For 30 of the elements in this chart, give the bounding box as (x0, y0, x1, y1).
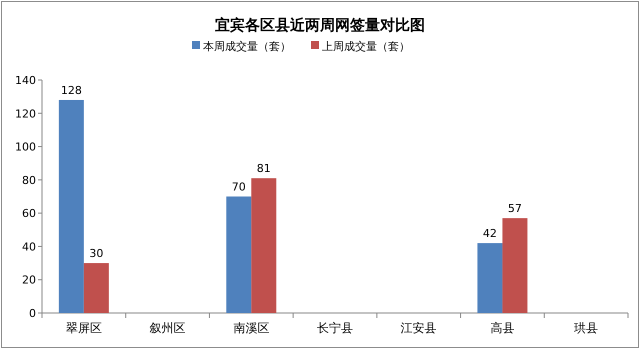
legend-label: 上周成交量（套） (322, 40, 410, 53)
data-label: 81 (256, 162, 271, 176)
data-label: 30 (89, 247, 104, 260)
bar (502, 218, 528, 313)
data-label: 70 (232, 180, 246, 194)
y-tick-label: 20 (22, 274, 36, 287)
x-tick-label: 翠屏区 (66, 321, 102, 335)
y-tick-label: 80 (22, 174, 36, 187)
bar (251, 178, 276, 313)
bar (58, 100, 84, 313)
y-tick-label: 100 (15, 140, 36, 154)
y-tick-label: 140 (15, 74, 36, 87)
y-tick-label: 0 (29, 307, 36, 320)
x-tick-label: 叙州区 (150, 321, 186, 335)
y-tick-label: 60 (22, 207, 36, 220)
data-label: 128 (60, 84, 82, 97)
bar (477, 243, 502, 313)
data-label: 42 (482, 227, 497, 240)
y-tick-label: 40 (22, 240, 36, 254)
legend-label: 本周成交量（套） (203, 40, 291, 53)
bar (226, 196, 252, 313)
bar (84, 263, 109, 313)
x-tick-label: 江安县 (400, 321, 437, 335)
x-tick-label: 南溪区 (233, 321, 270, 335)
x-tick-label: 珙县 (574, 321, 598, 335)
x-tick-label: 高县 (490, 321, 514, 335)
data-label: 57 (508, 202, 522, 216)
chart-title: 宜宾各区县近两周网签量对比图 (215, 16, 425, 34)
x-tick-label: 长宁县 (317, 321, 353, 335)
y-tick-label: 120 (15, 107, 36, 120)
